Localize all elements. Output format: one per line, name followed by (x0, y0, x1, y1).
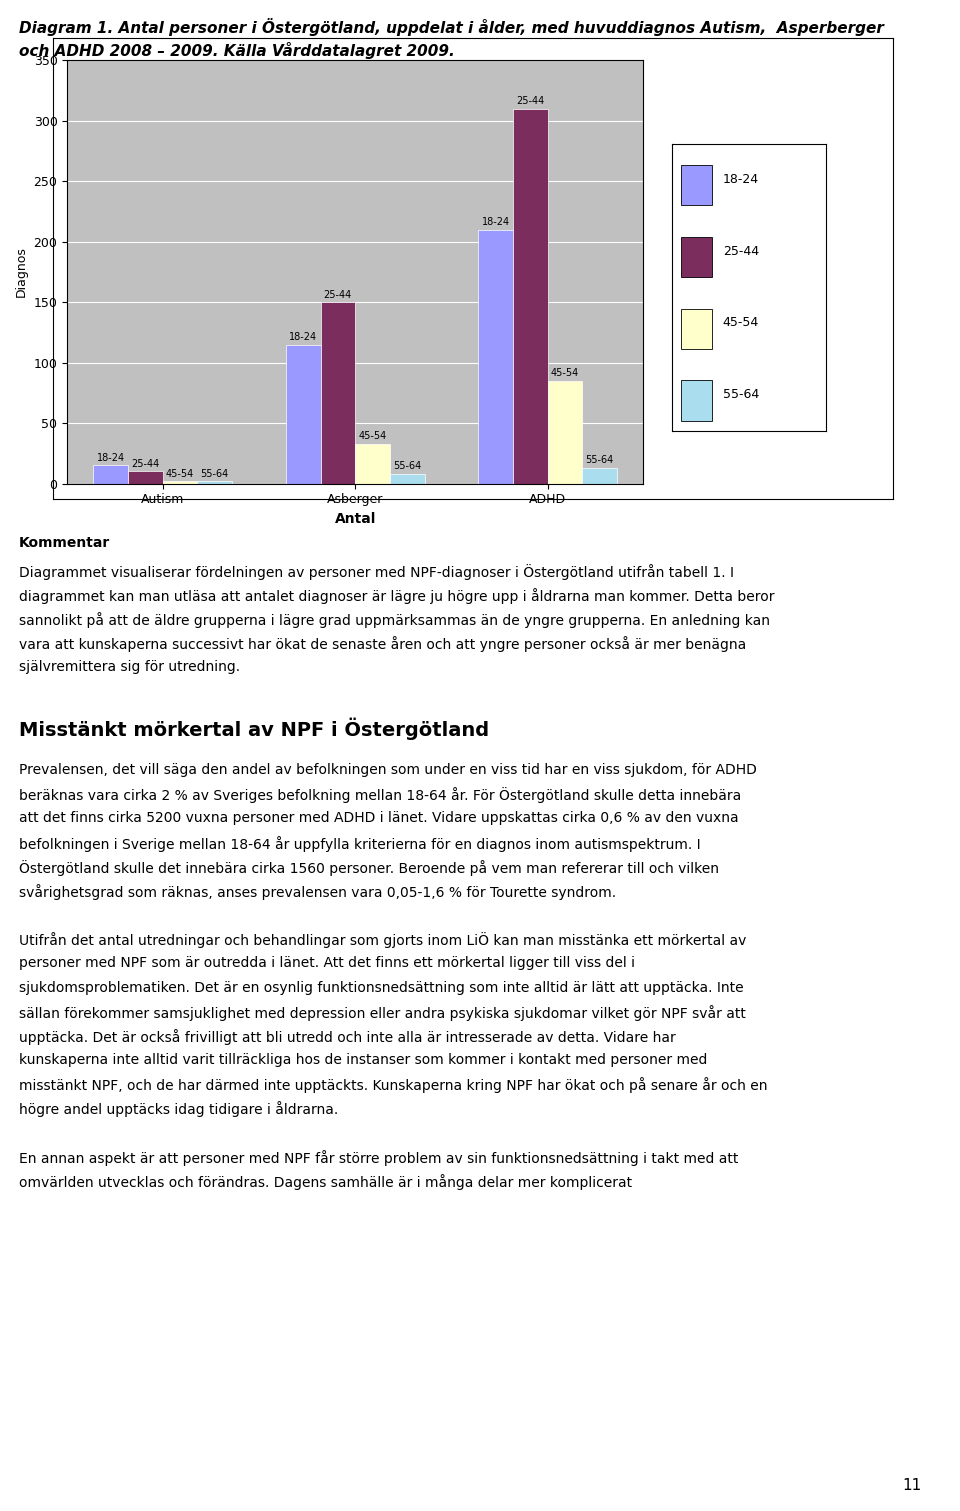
Text: 45-54: 45-54 (723, 316, 759, 329)
Text: Kommentar: Kommentar (19, 536, 110, 550)
Bar (548, 381, 583, 484)
Text: 18-24: 18-24 (482, 218, 510, 227)
Text: 45-54: 45-54 (166, 468, 194, 479)
Bar (355, 444, 390, 484)
Text: vara att kunskaperna successivt har ökat de senaste åren och att yngre personer : vara att kunskaperna successivt har ökat… (19, 636, 747, 653)
Text: kunskaperna inte alltid varit tillräckliga hos de instanser som kommer i kontakt: kunskaperna inte alltid varit tillräckli… (19, 1053, 708, 1067)
Text: beräknas vara cirka 2 % av Sveriges befolkning mellan 18-64 år. För Östergötland: beräknas vara cirka 2 % av Sveriges befo… (19, 787, 741, 804)
Bar (583, 468, 617, 484)
Text: sällan förekommer samsjuklighet med depression eller andra psykiska sjukdomar vi: sällan förekommer samsjuklighet med depr… (19, 1005, 746, 1021)
Text: 55-64: 55-64 (201, 468, 228, 479)
Text: Diagram 1. Antal personer i Östergötland, uppdelat i ålder, med huvuddiagnos Aut: Diagram 1. Antal personer i Östergötland… (19, 18, 884, 36)
Text: att det finns cirka 5200 vuxna personer med ADHD i länet. Vidare uppskattas cirk: att det finns cirka 5200 vuxna personer … (19, 811, 739, 825)
Text: befolkningen i Sverige mellan 18-64 år uppfylla kriterierna för en diagnos inom : befolkningen i Sverige mellan 18-64 år u… (19, 836, 701, 852)
Bar (682, 237, 712, 277)
Bar (682, 165, 712, 205)
Bar (198, 480, 232, 484)
Text: omvärlden utvecklas och förändras. Dagens samhälle är i många delar mer komplice: omvärlden utvecklas och förändras. Dagen… (19, 1174, 633, 1191)
Text: 25-44: 25-44 (516, 97, 544, 106)
Text: och ADHD 2008 – 2009. Källa Vårddatalagret 2009.: och ADHD 2008 – 2009. Källa Vårddatalagr… (19, 42, 455, 59)
Bar (390, 474, 424, 484)
Text: 25-44: 25-44 (723, 245, 758, 258)
Text: 55-64: 55-64 (723, 388, 759, 402)
Text: självremittera sig för utredning.: självremittera sig för utredning. (19, 660, 240, 674)
Text: svårighetsgrad som räknas, anses prevalensen vara 0,05-1,6 % för Tourette syndro: svårighetsgrad som räknas, anses prevale… (19, 884, 616, 901)
Bar (286, 345, 321, 484)
Bar (93, 465, 128, 484)
Text: 11: 11 (902, 1478, 922, 1493)
Text: 55-64: 55-64 (586, 455, 613, 465)
Text: Östergötland skulle det innebära cirka 1560 personer. Beroende på vem man refere: Östergötland skulle det innebära cirka 1… (19, 860, 719, 876)
Bar (478, 230, 513, 484)
Text: 18-24: 18-24 (289, 332, 318, 341)
Text: 55-64: 55-64 (393, 461, 421, 471)
Text: 25-44: 25-44 (132, 459, 159, 468)
Text: sannolikt på att de äldre grupperna i lägre grad uppmärksammas än de yngre grupp: sannolikt på att de äldre grupperna i lä… (19, 612, 770, 629)
Bar (162, 480, 198, 484)
Text: 18-24: 18-24 (97, 453, 125, 462)
Text: Prevalensen, det vill säga den andel av befolkningen som under en viss tid har e: Prevalensen, det vill säga den andel av … (19, 763, 757, 777)
Text: Utifrån det antal utredningar och behandlingar som gjorts inom LiÖ kan man misst: Utifrån det antal utredningar och behand… (19, 932, 747, 949)
Text: Misstänkt mörkertal av NPF i Östergötland: Misstänkt mörkertal av NPF i Östergötlan… (19, 718, 490, 740)
Text: 45-54: 45-54 (358, 431, 387, 441)
Bar (321, 302, 355, 484)
Text: Diagrammet visualiserar fördelningen av personer med NPF-diagnoser i Östergötlan: Diagrammet visualiserar fördelningen av … (19, 564, 734, 580)
Bar (513, 109, 548, 484)
Bar (682, 381, 712, 420)
Bar (128, 471, 162, 484)
Text: upptäcka. Det är också frivilligt att bli utredd och inte alla är intresserade a: upptäcka. Det är också frivilligt att bl… (19, 1029, 676, 1046)
Text: högre andel upptäcks idag tidigare i åldrarna.: högre andel upptäcks idag tidigare i åld… (19, 1102, 339, 1118)
Text: 45-54: 45-54 (551, 369, 579, 378)
Text: 25-44: 25-44 (324, 290, 352, 299)
Text: personer med NPF som är outredda i länet. Att det finns ett mörkertal ligger til: personer med NPF som är outredda i länet… (19, 956, 636, 970)
Text: misstänkt NPF, och de har därmed inte upptäckts. Kunskaperna kring NPF har ökat : misstänkt NPF, och de har därmed inte up… (19, 1077, 768, 1094)
Text: sjukdomsproblematiken. Det är en osynlig funktionsnedsättning som inte alltid är: sjukdomsproblematiken. Det är en osynlig… (19, 981, 744, 994)
Y-axis label: Diagnos: Diagnos (15, 246, 28, 298)
Bar (682, 308, 712, 349)
Text: diagrammet kan man utläsa att antalet diagnoser är lägre ju högre upp i åldrarna: diagrammet kan man utläsa att antalet di… (19, 588, 775, 604)
Text: En annan aspekt är att personer med NPF får större problem av sin funktionsnedsä: En annan aspekt är att personer med NPF … (19, 1150, 738, 1166)
Text: 18-24: 18-24 (723, 172, 758, 186)
X-axis label: Antal: Antal (334, 512, 376, 526)
